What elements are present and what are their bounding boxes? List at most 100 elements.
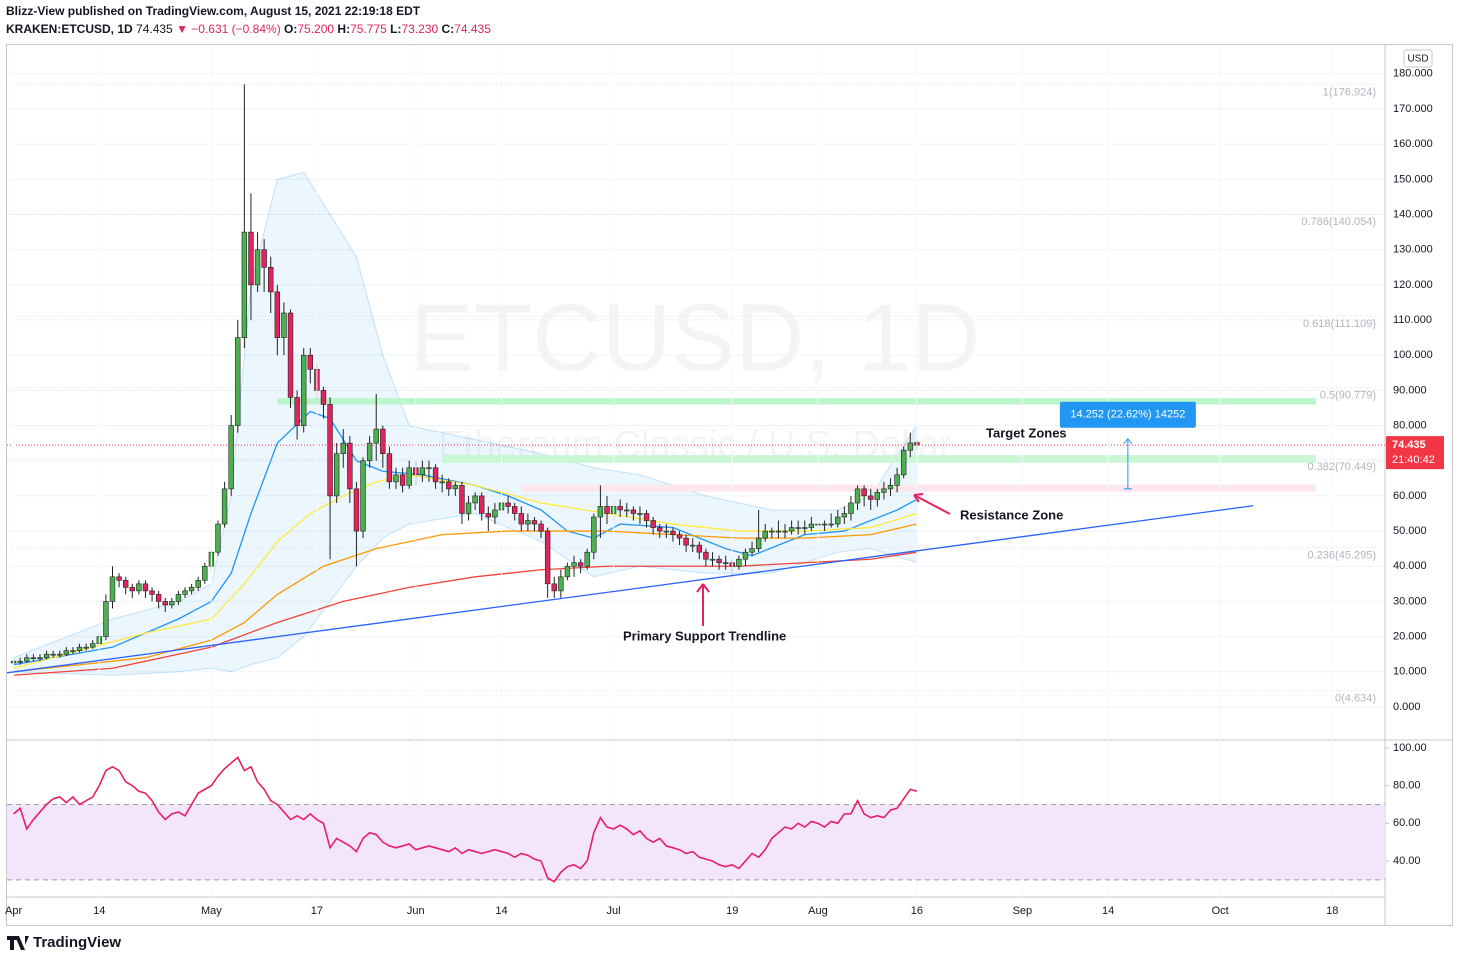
annotation-arrows [696,493,951,626]
candle-body [683,537,689,546]
y-tick-label: 150.000 [1393,173,1433,185]
candle-body [663,530,670,533]
y-tick-label: 90.000 [1393,384,1427,396]
candle-body [327,404,333,497]
candle-body [887,485,894,490]
candle-body [432,467,439,483]
fib-label: 0.618(111.109) [1303,318,1376,330]
candle-body [195,580,201,588]
x-tick-label: Sep [1013,905,1033,917]
x-tick-label: Apr [5,905,22,917]
candle-body [617,506,623,511]
change: ▼ −0.631 (−0.84%) [176,22,281,36]
candle-body [136,583,142,592]
plot-layer: 0.000 10.000 20.000 30.000 40.000 50.000 60.00… [5,45,1444,917]
last-price-label: 74.435 [1392,439,1426,451]
candle-body [749,548,755,553]
candle-body [24,657,30,662]
x-tick-label: Aug [808,905,828,917]
candle-body [828,523,834,526]
candle-body [874,492,881,500]
y-tick-label: 170.000 [1393,103,1433,115]
candle-body [386,453,393,483]
candle-body [518,513,524,525]
o-label: O: [284,22,298,36]
y-tick-label: 0.000 [1393,701,1421,713]
candle-body [742,551,749,560]
watermark: ETCUSD, 1D [410,284,981,391]
candle-body [650,520,656,528]
candle-body [854,488,861,504]
x-tick-label: Jun [407,905,425,917]
candle-body [116,576,122,581]
candle-body [122,580,129,588]
candle-body [307,354,313,370]
zone [521,484,1316,492]
y-tick-label: 50.000 [1393,525,1427,537]
candle-body [788,527,795,532]
candle-body [676,534,683,539]
candle-body [755,537,762,549]
frame [6,44,1453,926]
candle-body [155,594,162,602]
candle-body [76,646,83,651]
candle-body [30,657,37,659]
candle-body [868,495,874,500]
candle-body [340,442,346,454]
candle-body [835,516,841,525]
l-value: 73.230 [401,22,439,36]
candle-body [709,558,716,561]
candle-body [900,449,907,476]
candle-body [320,390,327,405]
candle-body [446,481,452,490]
candle-body [426,467,432,470]
candle-body [333,453,340,497]
candle-body [841,513,848,518]
candle-body [353,488,360,532]
y-tick-label: 110.000 [1393,314,1432,326]
candle-body [202,565,208,581]
candle-body [597,506,604,518]
annotation: Primary Support Trendline [623,628,786,643]
candle-body [505,502,511,507]
arrow [696,583,710,626]
candle-body [149,590,155,595]
measure-box [1059,401,1196,428]
candle-body [907,442,913,451]
candle-body [571,562,577,567]
y-tick-label: 60.000 [1393,490,1427,502]
candle-body [564,565,571,578]
fib-label: 0.786(140.054) [1301,216,1376,228]
candle-body [241,231,248,338]
y-tick-label: 30.000 [1393,595,1427,607]
candle-body [643,513,650,521]
candle-body [294,397,300,426]
candle-body [558,576,564,592]
candle-body [347,442,353,490]
candle-body [782,530,788,533]
x-tick-label: 19 [726,905,738,917]
candle-body [624,509,630,512]
y-tick-label: 120.000 [1393,279,1433,291]
rsi-line [13,756,918,883]
candle-body [769,530,775,533]
candle-body [861,488,867,497]
currency-box [1403,49,1433,68]
candle-body [591,516,597,553]
candle-body [17,660,23,663]
candle-body [228,425,234,490]
zone [277,398,1316,405]
y-tick-label: 100.000 [1393,349,1433,361]
candle-body [511,506,518,514]
candle-body [696,544,702,553]
candle-body [894,474,900,486]
candle-body [182,590,188,595]
zone [442,455,1316,463]
candle-body [274,291,281,338]
fib-label: 0(4.634) [1335,693,1376,705]
ma-line [13,523,918,673]
candle-body [406,467,412,486]
o-value: 75.200 [297,22,335,36]
rsi-tick-label: 80.00 [1393,780,1421,792]
candle-body [762,530,768,539]
